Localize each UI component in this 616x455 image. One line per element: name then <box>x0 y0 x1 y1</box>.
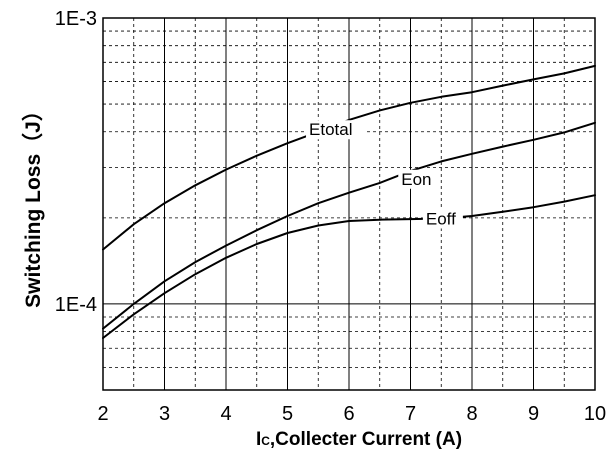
x-tick-label: 9 <box>528 403 539 425</box>
curve-label-eon: Eon <box>401 170 431 189</box>
x-tick-label: 2 <box>97 403 108 425</box>
x-axis-title: IC,Collecter Current (A) <box>256 429 462 450</box>
x-axis-title-rest: ,Collecter Current (A) <box>270 429 462 450</box>
x-tick-label: 10 <box>584 403 606 425</box>
curve-label-layer: Etotal Eon Eoff <box>306 120 463 229</box>
series-line-eoff <box>102 194 596 339</box>
grid-layer <box>103 18 595 391</box>
curve-label-background <box>398 169 430 189</box>
curve-label-background <box>306 120 365 140</box>
y-tick-label: 1E-4 <box>55 294 97 316</box>
x-axis-title-main: I <box>256 429 261 450</box>
x-tick-label: 7 <box>405 403 416 425</box>
x-tick-label: 5 <box>282 403 293 425</box>
curve-label-background <box>422 209 463 229</box>
plot-frame <box>102 17 596 391</box>
y-tick-label: 1E-3 <box>55 8 97 30</box>
series-layer <box>102 64 596 339</box>
curve-label-etotal: Etotal <box>309 120 352 139</box>
tick-label-layer: 2 3 4 5 6 7 8 9 10 1E-3 1E-4 <box>55 8 606 425</box>
x-tick-label: 4 <box>220 403 231 425</box>
x-tick-label: 6 <box>343 403 354 425</box>
x-tick-label: 3 <box>159 403 170 425</box>
x-tick-label: 8 <box>466 403 477 425</box>
series-line-etotal <box>102 64 596 251</box>
y-axis-title: Switching Loss（J） <box>21 100 45 308</box>
series-line-eon <box>102 121 596 330</box>
curve-label-eoff: Eoff <box>426 209 456 228</box>
x-axis-title-subscript: C <box>261 434 270 448</box>
